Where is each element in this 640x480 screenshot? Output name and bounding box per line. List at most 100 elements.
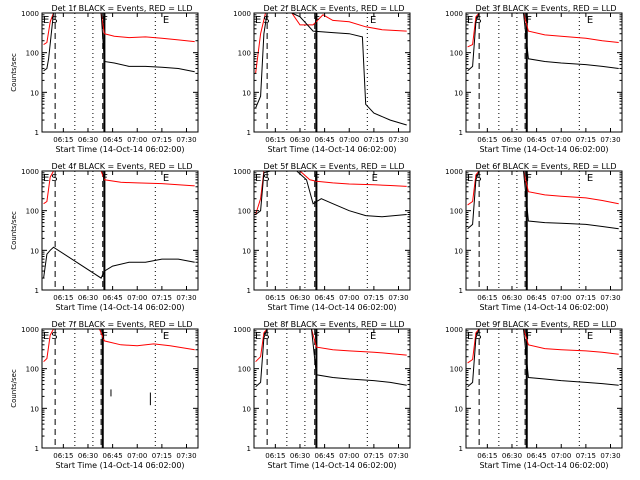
x-tick-label: 07:15 xyxy=(364,294,384,302)
series-line-red xyxy=(255,171,407,215)
series-line-red xyxy=(467,171,619,206)
x-tick-label: 06:15 xyxy=(265,294,285,302)
x-tick-label: 06:30 xyxy=(78,136,98,144)
y-tick-label: 1 xyxy=(459,129,463,137)
x-tick-label: 07:30 xyxy=(388,136,408,144)
event-marker-label: E xyxy=(43,173,49,184)
x-tick-label: 06:30 xyxy=(78,294,98,302)
y-tick-label: 1 xyxy=(35,445,39,453)
series-line-red xyxy=(43,171,195,205)
panel-title: Det 9f BLACK = Events, RED = LLD xyxy=(475,320,616,329)
y-axis-label: Counts/sec xyxy=(10,53,18,92)
plot-frame xyxy=(253,328,411,449)
plot-frame xyxy=(41,328,199,449)
event-marker-label: E xyxy=(255,331,261,342)
event-marker-label: E xyxy=(255,15,261,26)
x-axis-label: Start Time (14-Oct-14 06:02:00) xyxy=(55,461,184,470)
y-tick-label: 1000 xyxy=(233,168,251,176)
event-marker-label: F xyxy=(314,331,320,342)
y-tick-label: 1 xyxy=(247,445,251,453)
series-line-black xyxy=(255,329,407,388)
x-tick-label: 07:00 xyxy=(127,294,147,302)
y-tick-label: 1000 xyxy=(21,10,39,18)
y-tick-label: 100 xyxy=(26,50,39,58)
event-marker-label: E xyxy=(43,15,49,26)
detector-panel: 06:15 06:30 06:45 07:00 07:15 07:30 1 10 100 1000… xyxy=(10,4,199,154)
y-tick-label: 1 xyxy=(247,287,251,295)
x-tick-label: 07:00 xyxy=(551,452,571,460)
x-tick-label: 07:15 xyxy=(152,136,172,144)
y-tick-label: 1000 xyxy=(445,168,463,176)
detector-panel: 06:15 06:30 06:45 07:00 07:15 07:30 1 10 100 1000… xyxy=(233,320,411,470)
y-tick-label: 100 xyxy=(450,50,463,58)
series-line-black xyxy=(43,13,195,73)
y-tick-label: 1 xyxy=(247,129,251,137)
y-tick-label: 10 xyxy=(30,405,39,413)
x-tick-label: 06:30 xyxy=(290,452,310,460)
series-line-black xyxy=(467,329,619,388)
event-marker-label: E xyxy=(467,331,473,342)
x-axis-label: Start Time (14-Oct-14 06:02:00) xyxy=(267,303,396,312)
detector-panel: 06:15 06:30 06:45 07:00 07:15 07:30 1 10 100 1000… xyxy=(233,4,411,154)
x-tick-label: 06:45 xyxy=(527,136,547,144)
series-line-red xyxy=(255,329,407,363)
event-marker-label: F xyxy=(526,331,532,342)
x-tick-label: 06:15 xyxy=(53,294,73,302)
event-marker-label: E xyxy=(370,331,376,342)
y-tick-label: 10 xyxy=(30,247,39,255)
x-tick-label: 07:30 xyxy=(176,452,196,460)
event-marker-label: F xyxy=(102,173,108,184)
event-marker-label: E xyxy=(467,15,473,26)
y-tick-label: 1000 xyxy=(233,326,251,334)
x-tick-label: 07:30 xyxy=(388,294,408,302)
event-marker-label: S xyxy=(51,173,57,184)
x-tick-label: 07:30 xyxy=(600,452,620,460)
series-line-red xyxy=(255,13,407,74)
plot-frame xyxy=(253,170,411,291)
x-tick-label: 06:15 xyxy=(265,136,285,144)
event-marker-label: F xyxy=(102,15,108,26)
series-line-black xyxy=(255,13,407,126)
y-tick-label: 10 xyxy=(242,89,251,97)
x-axis-label: Start Time (14-Oct-14 06:02:00) xyxy=(267,145,396,154)
panel-title: Det 3f BLACK = Events, RED = LLD xyxy=(475,4,616,13)
x-tick-label: 06:15 xyxy=(53,136,73,144)
x-tick-label: 07:15 xyxy=(576,294,596,302)
x-tick-label: 06:45 xyxy=(315,294,335,302)
y-tick-label: 1 xyxy=(35,287,39,295)
x-tick-label: 06:30 xyxy=(502,452,522,460)
panel-title: Det 6f BLACK = Events, RED = LLD xyxy=(475,162,616,171)
y-tick-label: 100 xyxy=(26,366,39,374)
x-tick-label: 07:00 xyxy=(127,452,147,460)
y-tick-label: 100 xyxy=(450,208,463,216)
series-line-red xyxy=(43,329,195,363)
event-marker-label: S xyxy=(263,15,269,26)
plot-frame xyxy=(465,12,623,133)
x-tick-label: 07:00 xyxy=(551,136,571,144)
y-tick-label: 10 xyxy=(242,247,251,255)
x-tick-label: 06:30 xyxy=(502,294,522,302)
y-axis-label: Counts/sec xyxy=(10,211,18,250)
event-marker-label: E xyxy=(43,331,49,342)
event-marker-label: F xyxy=(526,173,532,184)
detector-panel: 06:15 06:30 06:45 07:00 07:15 07:30 1 10 100 1000… xyxy=(10,162,199,312)
x-tick-label: 07:15 xyxy=(152,294,172,302)
y-tick-label: 1000 xyxy=(21,326,39,334)
event-marker-label: S xyxy=(263,173,269,184)
series-line-black xyxy=(467,171,619,230)
y-axis-label: Counts/sec xyxy=(10,369,18,408)
event-marker-label: E xyxy=(467,173,473,184)
event-marker-label: E xyxy=(163,173,169,184)
x-axis-label: Start Time (14-Oct-14 06:02:00) xyxy=(479,303,608,312)
x-tick-label: 06:45 xyxy=(103,294,123,302)
x-tick-label: 06:30 xyxy=(290,294,310,302)
x-tick-label: 06:15 xyxy=(53,452,73,460)
event-marker-label: S xyxy=(475,173,481,184)
x-tick-label: 07:00 xyxy=(339,136,359,144)
x-tick-label: 06:30 xyxy=(290,136,310,144)
x-tick-label: 07:00 xyxy=(127,136,147,144)
event-marker-label: E xyxy=(163,331,169,342)
x-tick-label: 06:15 xyxy=(265,452,285,460)
y-tick-label: 100 xyxy=(238,208,251,216)
y-tick-label: 1000 xyxy=(445,10,463,18)
